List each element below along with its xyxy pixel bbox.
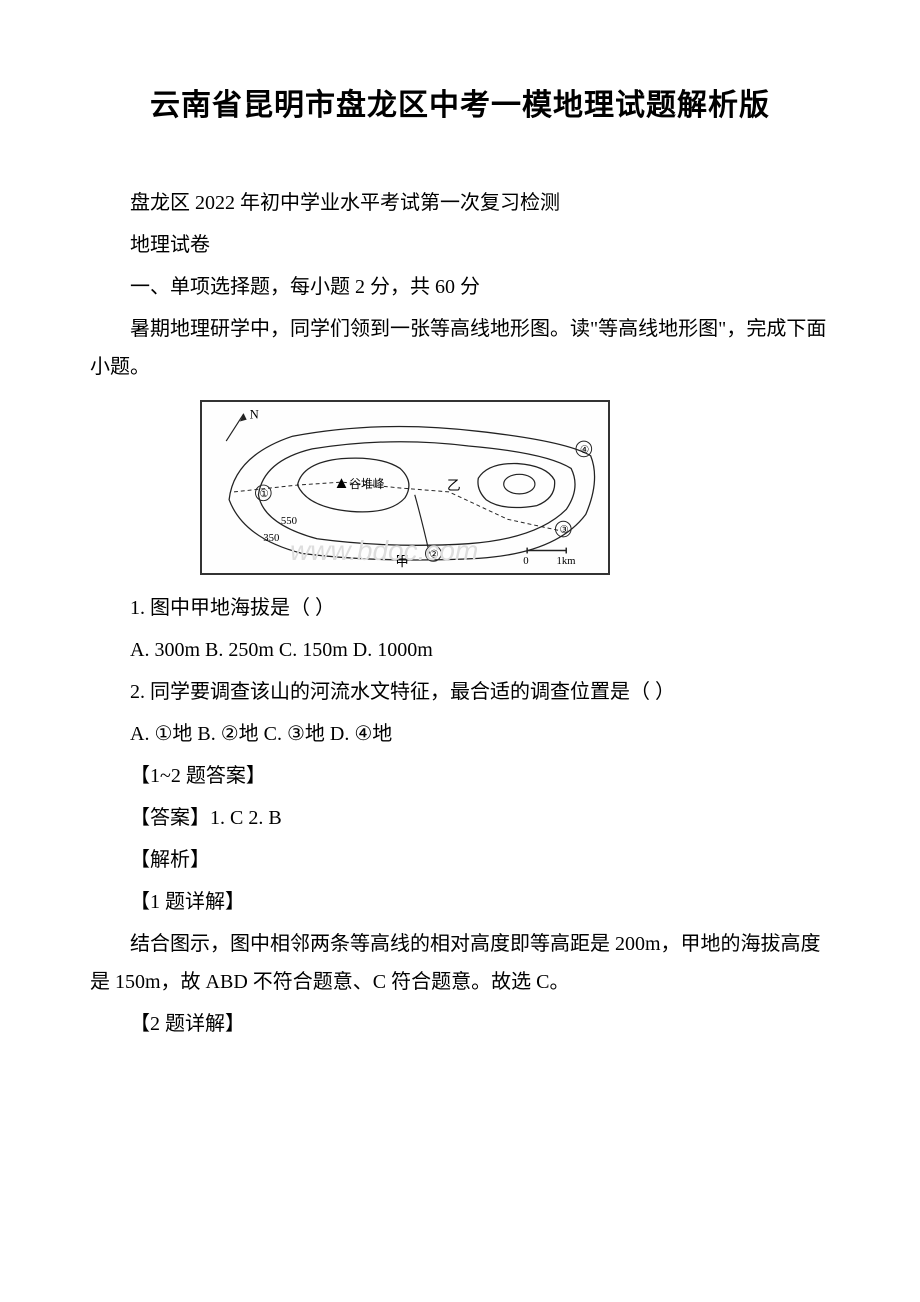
exam-intro-line1: 盘龙区 2022 年初中学业水平考试第一次复习检测 [90, 184, 830, 222]
label-yi: 乙 [447, 478, 461, 493]
answer-line: 【答案】1. C 2. B [90, 799, 830, 837]
q1-detail-header: 【1 题详解】 [90, 883, 830, 921]
marker-2: ② [429, 548, 439, 560]
question-1-options: A. 300m B. 250m C. 150m D. 1000m [90, 631, 830, 669]
scale-0: 0 [523, 555, 528, 567]
map-wrapper: N 谷堆峰 乙 ① ② ③ [90, 400, 830, 575]
question-1: 1. 图中甲地海拔是（ ） [90, 589, 830, 627]
contour-550 [258, 442, 575, 546]
q2-detail-header: 【2 题详解】 [90, 1005, 830, 1043]
marker-3: ③ [559, 524, 569, 536]
question-2-options: A. ①地 B. ②地 C. ③地 D. ④地 [90, 715, 830, 753]
q1-detail-text: 结合图示，图中相邻两条等高线的相对高度即等高距是 200m，甲地的海拔高度是 1… [90, 925, 830, 1001]
answer-range-header: 【1~2 题答案】 [90, 757, 830, 795]
north-label: N [250, 408, 259, 422]
document-title: 云南省昆明市盘龙区中考一模地理试题解析版 [90, 80, 830, 124]
contour-label-550: 550 [281, 515, 297, 527]
north-arrow-line [226, 414, 244, 441]
question-2: 2. 同学要调查该山的河流水文特征，最合适的调查位置是（ ） [90, 673, 830, 711]
scale-1km: 1km [556, 555, 576, 567]
marker-4: ④ [580, 444, 590, 456]
map-svg: N 谷堆峰 乙 ① ② ③ [202, 402, 608, 573]
contour-inner-right2 [504, 474, 535, 494]
contour-inner-right1 [478, 464, 555, 508]
exam-intro-line2: 地理试卷 [90, 226, 830, 264]
contour-map: N 谷堆峰 乙 ① ② ③ [200, 400, 610, 575]
question-context: 暑期地理研学中，同学们领到一张等高线地形图。读"等高线地形图"，完成下面小题。 [90, 310, 830, 386]
peak-triangle [337, 478, 347, 488]
analysis-header: 【解析】 [90, 841, 830, 879]
label-jia: 甲 [395, 554, 409, 569]
marker-1: ① [259, 488, 269, 500]
contour-label-350: 350 [263, 532, 279, 544]
section-header: 一、单项选择题，每小题 2 分，共 60 分 [90, 268, 830, 306]
contour-outer [229, 426, 594, 560]
